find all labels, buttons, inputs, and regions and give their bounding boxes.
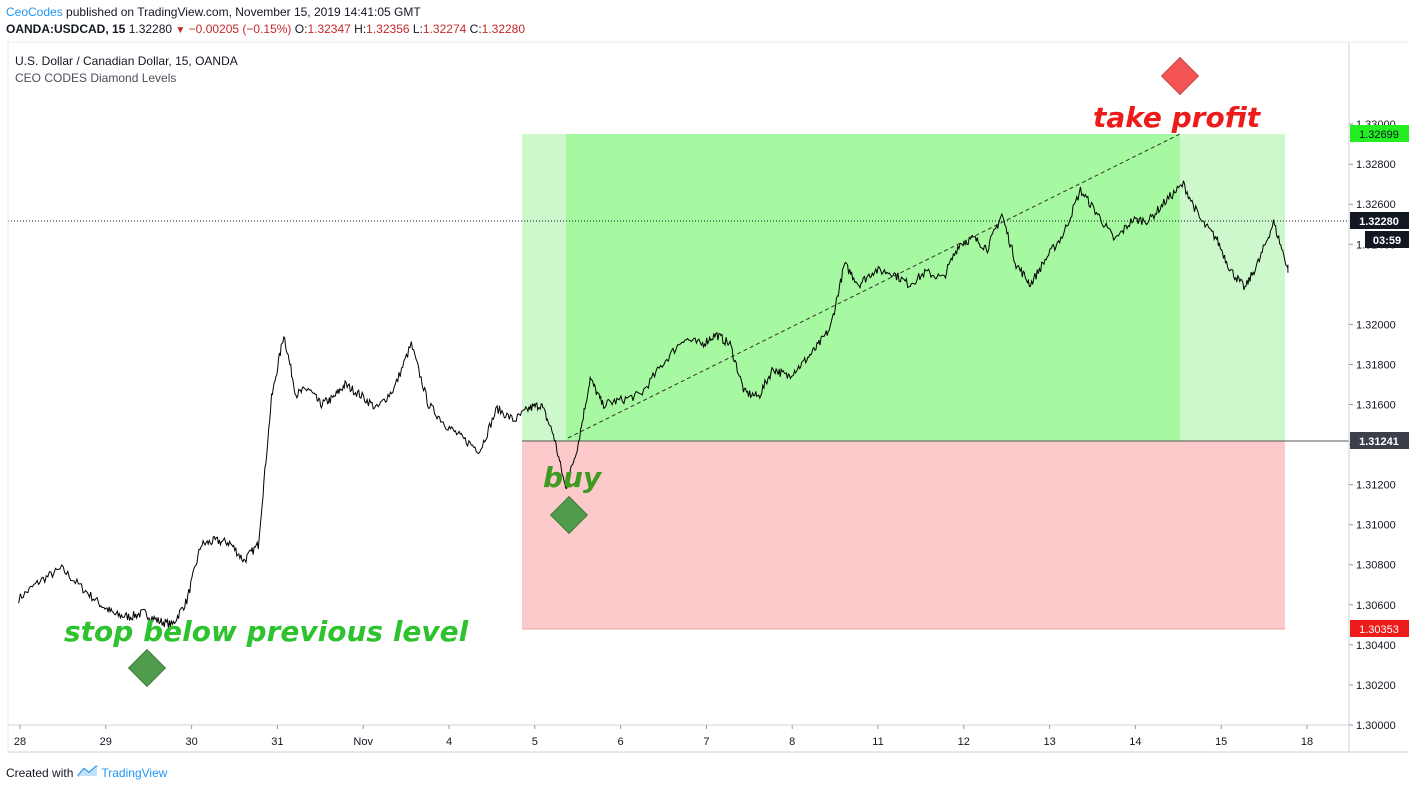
time-tick-label: 30	[185, 736, 197, 748]
close-label: C:	[469, 22, 482, 36]
close-value: 1.32280	[481, 22, 526, 36]
current-price-badge-text: 1.32280	[1359, 216, 1399, 228]
time-tick-label: 6	[618, 736, 624, 748]
countdown-badge-text: 03:59	[1373, 235, 1401, 247]
time-tick-label: 31	[271, 736, 283, 748]
entry-price-badge-text: 1.31241	[1359, 436, 1399, 448]
price-tick-label: 1.31000	[1356, 520, 1396, 532]
price-tick-label: 1.30600	[1356, 600, 1396, 612]
price-series-line	[18, 180, 1289, 629]
price-tick-label: 1.30200	[1356, 680, 1396, 692]
low-value: 1.32274	[422, 22, 467, 36]
price-tick-label: 1.31800	[1356, 359, 1396, 371]
time-tick-label: 15	[1215, 736, 1227, 748]
time-tick-label: 5	[532, 736, 538, 748]
buy-diamond-icon	[549, 495, 589, 535]
time-tick-label: 14	[1129, 736, 1141, 748]
stop-price-badge-text: 1.30353	[1359, 624, 1399, 636]
time-tick-label: 11	[872, 736, 883, 748]
stop-annotation: stop below previous level	[64, 615, 469, 648]
time-tick-label: 7	[703, 736, 709, 748]
countdown-badge	[1365, 231, 1409, 248]
down-arrow-icon: ▼	[175, 25, 186, 36]
last-price: 1.32280	[128, 22, 173, 36]
symbol-info-bar: OANDA:USDCAD, 15 1.32280 ▼ −0.00205 (−0.…	[6, 22, 525, 36]
price-change: −0.00205 (−0.15%)	[188, 22, 292, 36]
symbol-label: OANDA:USDCAD, 15	[6, 22, 126, 36]
current-price-badge	[1350, 212, 1409, 229]
chart-subtitle: CEO CODES Diamond Levels	[15, 71, 176, 85]
published-text: published on TradingView.com, November 1…	[66, 5, 421, 19]
open-value: 1.32347	[307, 22, 351, 36]
buy-annotation: buy	[543, 461, 603, 494]
loss-zone	[522, 441, 1285, 629]
entry-price-badge	[1350, 432, 1409, 449]
take-profit-annotation: take profit	[1093, 101, 1262, 134]
created-with-text: Created with	[6, 765, 74, 780]
footer: Created with TradingView	[6, 765, 167, 780]
profit-zone	[566, 134, 1180, 441]
publish-info: CeoCodes published on TradingView.com, N…	[6, 5, 421, 19]
high-value: 1.32356	[366, 22, 410, 36]
time-tick-label: 13	[1043, 736, 1055, 748]
stop-diamond-icon	[127, 648, 167, 688]
price-tick-label: 1.31200	[1356, 480, 1396, 492]
chart-title: U.S. Dollar / Canadian Dollar, 15, OANDA	[15, 54, 238, 68]
price-tick-label: 1.32000	[1356, 319, 1396, 331]
time-tick-label: 18	[1301, 736, 1313, 748]
open-label: O:	[294, 22, 308, 36]
price-tick-label: 1.32800	[1356, 159, 1396, 171]
time-tick-label: 4	[446, 736, 452, 748]
trend-line	[567, 133, 1181, 439]
stop-price-badge	[1350, 620, 1409, 637]
price-tick-label: 1.30800	[1356, 560, 1396, 572]
price-axis[interactable]: 1.330001.328001.326001.324001.320001.318…	[1349, 119, 1396, 732]
price-tick-label: 1.30400	[1356, 640, 1396, 652]
time-axis[interactable]: 28 29 30 31 Nov 4 5 6 7 8 11 12 13 14 15 18	[14, 725, 1313, 748]
take-profit-badge-text: 1.32699	[1359, 129, 1399, 141]
time-tick-label: Nov	[353, 736, 373, 748]
time-tick-label: 12	[958, 736, 970, 748]
author-link[interactable]: CeoCodes	[6, 5, 63, 19]
tradingview-brand-link[interactable]: TradingView	[101, 765, 168, 780]
take-profit-diamond-icon	[1160, 56, 1200, 96]
price-tick-label: 1.32600	[1356, 199, 1396, 211]
time-tick-label: 28	[14, 736, 26, 748]
high-label: H:	[354, 22, 367, 36]
time-tick-label: 29	[100, 736, 112, 748]
tradingview-logo-icon[interactable]	[77, 765, 99, 780]
time-tick-label: 8	[789, 736, 795, 748]
low-label: L:	[412, 22, 423, 36]
take-profit-badge	[1350, 125, 1409, 142]
price-tick-label: 1.31600	[1356, 400, 1396, 412]
price-tick-label: 1.30000	[1356, 720, 1396, 732]
